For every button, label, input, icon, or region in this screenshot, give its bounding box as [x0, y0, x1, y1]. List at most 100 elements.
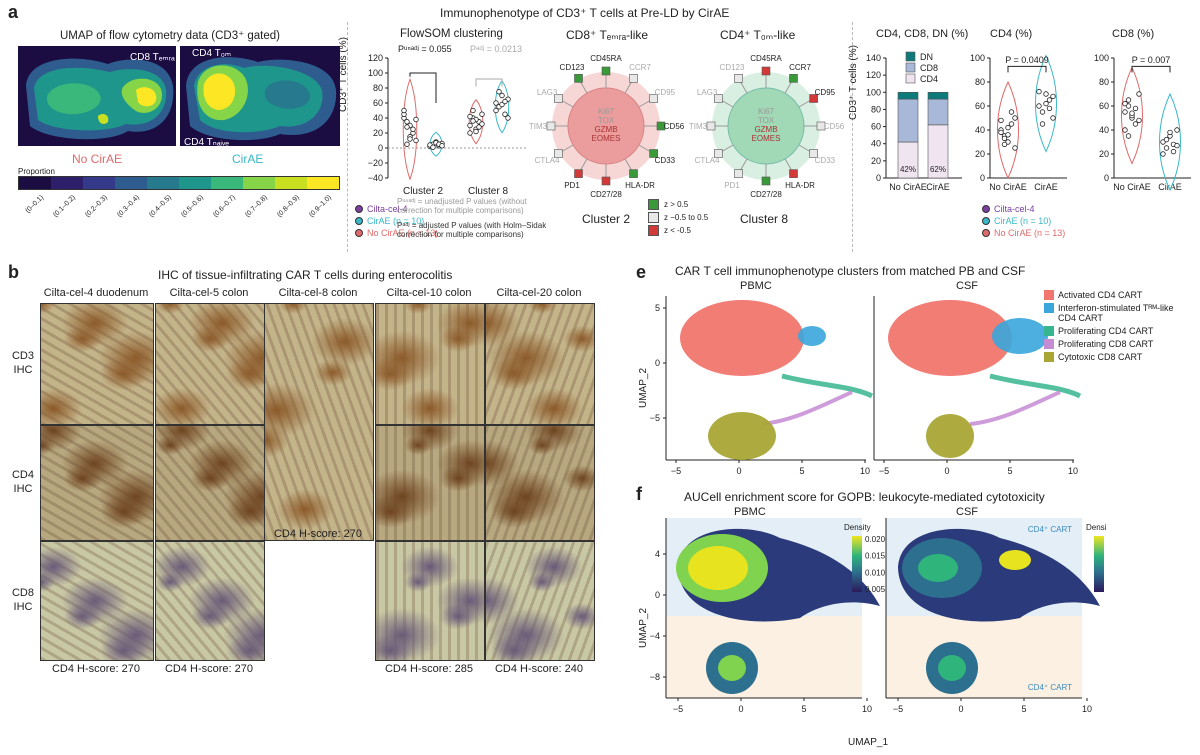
e-legend-swatch [1044, 290, 1054, 300]
panel-f-csf: CSF [956, 506, 978, 518]
ihc-column-header: Cilta-cel-8 colon [278, 287, 358, 299]
significance-bracket [1131, 65, 1171, 73]
cdn-title: CD4, CD8, DN (%) [876, 28, 969, 40]
marker-box [574, 169, 583, 178]
ihc-column-header: Cilta-cel-5 colon [169, 287, 249, 299]
ihc-image-tile [155, 425, 265, 541]
violin [1159, 92, 1181, 192]
ihc-image-tile [485, 425, 595, 541]
proportion-swatch [83, 177, 115, 189]
x-tick-label: Cluster 2 [403, 186, 443, 197]
violin-cluster2-cirae [429, 131, 443, 157]
y-tick-label: 80 [871, 104, 881, 114]
p-value-cluster2: Pᵘⁿᵃᵈʲ = 0.055 [398, 44, 452, 54]
marker-box [554, 149, 563, 158]
y-tick-label: −20 [368, 158, 383, 168]
panel-e-csf: CSF [956, 280, 978, 292]
marker-box [809, 149, 818, 158]
data-point [493, 107, 499, 114]
bracket-cluster8 [475, 78, 503, 87]
csf-tag-top: CD4⁺ CART [1028, 525, 1072, 534]
ihc-grid: Cilta-cel-4 duodenum Cilta-cel-5 colon Cil… [0, 285, 600, 755]
cluster-activated-cd4 [680, 300, 804, 376]
center-marker: TOX [758, 116, 775, 125]
proportion-bin-label: (0–0.1) [24, 194, 45, 215]
marker-box [601, 66, 611, 76]
z-legend-swatch [648, 199, 659, 210]
data-point [1012, 115, 1018, 121]
x-tick-label: −5 [893, 704, 903, 714]
marker-label: CD56 [664, 122, 685, 131]
cluster-cytotoxic-cd8 [708, 412, 776, 460]
panel-e-pbmc: PBMC [740, 280, 772, 292]
z-legend-label: z < -0.5 [664, 226, 691, 235]
marker-label: PD1 [564, 181, 580, 190]
radial-marker-diagrams: CD45RACCR7CD95CD56CD33HLA-DRCD27/28PD1CT… [529, 54, 845, 199]
marker-box [546, 121, 556, 131]
legend-label: Cilta-cel-4 [994, 204, 1035, 214]
cluster-proliferating-cd8 [761, 390, 853, 426]
marker-box [649, 149, 658, 158]
marker-box [629, 74, 638, 83]
data-point [1043, 100, 1049, 107]
marker-label: CD95 [655, 88, 676, 97]
data-point [404, 124, 410, 130]
p-value-note: Pᵘⁿᵃᵈʲ = unadjusted P values (without co… [397, 197, 527, 215]
data-point [467, 122, 473, 129]
cluster-activated-cd4 [888, 300, 1012, 376]
bracket-cluster2 [409, 72, 437, 103]
center-marker: GZMB [594, 125, 617, 134]
z-legend-swatch [648, 225, 659, 236]
ihc-image-tile [485, 303, 595, 425]
density-hotspot [688, 546, 748, 590]
density-tick: 0.010 [865, 568, 886, 577]
data-point [1039, 121, 1046, 127]
y-tick-label: 40 [373, 113, 383, 123]
y-tick-label: 40 [871, 139, 881, 149]
data-point [1170, 148, 1177, 155]
legend-item: No CirAE (n = 13) [982, 227, 1112, 239]
proportion-bin-label: (0.4–0.5) [148, 194, 173, 219]
marker-label: CD33 [655, 156, 676, 165]
data-point [1050, 93, 1056, 100]
panel-b-letter: b [8, 262, 19, 282]
x-tick-label: CirAE [1158, 182, 1182, 192]
legend-label: CD4 [920, 74, 938, 84]
proportion-swatch [51, 177, 83, 189]
legend-label: CD8 [920, 63, 938, 73]
data-point [1046, 105, 1053, 112]
proportion-swatch [243, 177, 275, 189]
panel-e-umaps: UMAP_2 5 0 −5 −5 0 5 10 −5 0 5 10 [638, 296, 1082, 476]
marker-label: CD56 [824, 122, 845, 131]
data-point [439, 143, 445, 149]
density-hotspot-2 [999, 550, 1031, 570]
ihc-image-tile [375, 541, 485, 661]
legend-label: No CirAE (n = 13) [994, 228, 1066, 238]
y-tick-label: 120 [368, 53, 383, 63]
y-tick-label: 20 [1099, 149, 1109, 159]
marker-box [706, 121, 716, 131]
panel-a-header: Immunophenotype of CD3⁺ T cells at Pre-L… [440, 6, 730, 20]
data-point [473, 128, 479, 135]
data-point [998, 129, 1004, 136]
density-lower-core [938, 655, 966, 681]
data-point [470, 107, 476, 114]
marker-label: CD45RA [750, 54, 782, 63]
y-tick-label: 60 [373, 98, 383, 108]
ihc-image-tile [264, 303, 374, 541]
x-tick-label: 10 [1068, 466, 1078, 476]
percent-legend: Cilta-cel-4 CirAE (n = 10) No CirAE (n = 1… [982, 203, 1112, 239]
density-label: Density [1086, 523, 1106, 532]
e-legend-swatch [1044, 352, 1054, 362]
data-point [1167, 129, 1173, 136]
proportion-swatch [19, 177, 51, 189]
cluster8-label: Cluster 8 [740, 212, 789, 226]
panel-e-letter: e [636, 262, 647, 282]
panel-f-density-umaps: UMAP_2 UMAP_1 4 0 −4 −8 −5 0 5 10 Density 0.020 0.01… [638, 518, 1106, 748]
data-point [1008, 121, 1015, 127]
umap-title: UMAP of flow cytometry data (CD3⁺ gated) [60, 30, 280, 42]
legend-item: Cilta-cel-4 [355, 203, 540, 215]
legend-label: CirAE (n = 10) [367, 216, 425, 226]
marker-box [554, 94, 563, 103]
